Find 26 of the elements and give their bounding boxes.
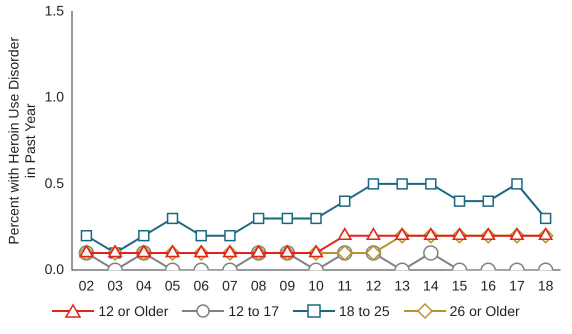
x-tick-label: 07: [222, 277, 238, 294]
x-tick-label: 08: [250, 277, 267, 294]
x-tick-label: 09: [280, 277, 296, 294]
x-tick-label: 17: [509, 277, 525, 294]
legend-label: 12 or Older: [98, 303, 168, 319]
x-tick-label: 18: [538, 277, 554, 294]
x-tick-label: 05: [164, 277, 181, 294]
x-tick-label: 06: [193, 277, 210, 294]
x-tick-label: 10: [308, 277, 324, 294]
x-tick-label: 16: [480, 277, 496, 294]
x-tick-label: 02: [78, 277, 94, 294]
y-tick-label: 1.5: [44, 2, 64, 18]
legend-label: 18 to 25: [339, 303, 390, 319]
x-tick-label: 11: [337, 277, 352, 294]
x-tick-label: 13: [394, 277, 410, 294]
y-tick-label: 0.5: [44, 174, 64, 191]
x-tick-label: 15: [452, 277, 468, 294]
y-axis-title: Percent with Heroin Use Disorder in Past Year: [5, 36, 38, 245]
legend-label: 12 to 17: [228, 303, 279, 319]
x-tick-label: 12: [366, 277, 382, 294]
legend-label: 26 or Older: [450, 303, 520, 319]
y-tick-label: 0.0: [44, 261, 64, 278]
x-tick-label: 04: [136, 277, 152, 294]
x-tick-label: 14: [423, 277, 439, 294]
y-tick-label: 1.0: [44, 88, 64, 105]
x-tick-label: 03: [107, 277, 124, 294]
